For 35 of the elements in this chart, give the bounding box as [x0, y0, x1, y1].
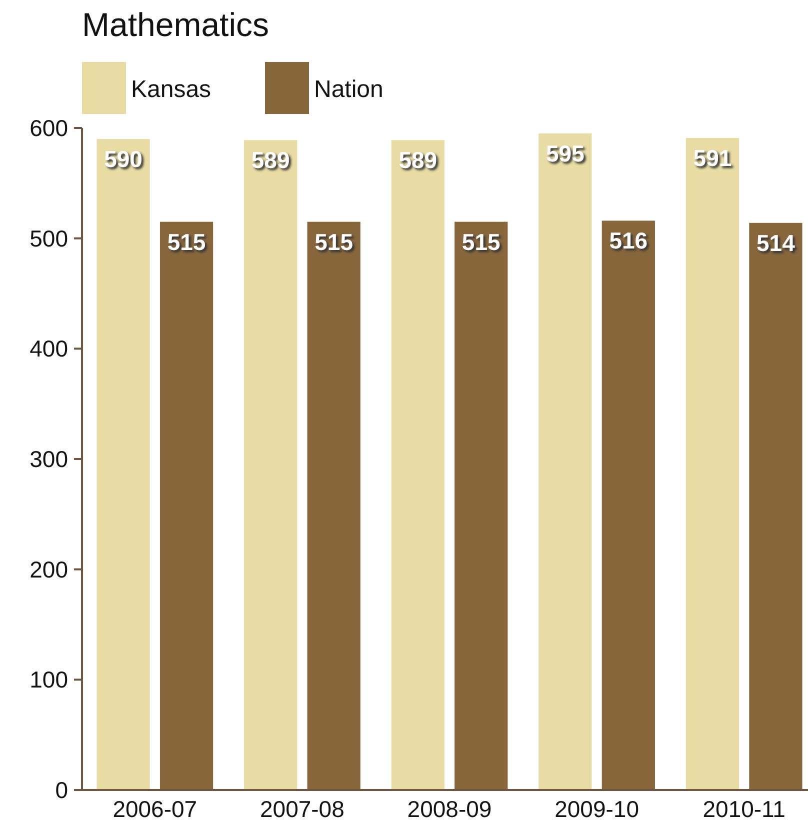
legend-label: Nation — [314, 76, 384, 103]
data-label: 595 — [546, 140, 585, 167]
y-tick-label: 200 — [30, 556, 68, 582]
data-label: 515 — [462, 228, 501, 255]
x-tick-label: 2010-11 — [702, 796, 786, 822]
data-label: 589 — [398, 147, 438, 174]
data-label: 515 — [314, 228, 354, 255]
bar — [686, 138, 740, 790]
y-tick-label: 600 — [30, 115, 68, 142]
x-tick-label: 2008-09 — [407, 796, 492, 822]
data-label: 589 — [251, 147, 290, 174]
bar — [391, 140, 444, 790]
bar — [538, 134, 592, 790]
data-label: 590 — [104, 146, 142, 172]
y-tick-label: 500 — [30, 225, 68, 252]
y-tick-label: 300 — [30, 446, 68, 472]
y-tick-label: 0 — [55, 777, 68, 804]
bar — [96, 139, 150, 790]
bar — [160, 222, 214, 790]
data-label: 591 — [693, 144, 732, 171]
legend-label: Kansas — [131, 76, 212, 103]
data-label: 514 — [756, 230, 796, 256]
y-tick-label: 100 — [30, 666, 68, 693]
x-tick-label: 2007-08 — [260, 796, 344, 822]
data-label: 515 — [167, 228, 206, 255]
bar — [307, 222, 360, 790]
data-label: 516 — [609, 228, 648, 254]
x-tick-label: 2006-07 — [112, 796, 198, 822]
bar — [602, 220, 655, 790]
y-tick-label: 400 — [30, 336, 68, 362]
bar — [244, 140, 298, 790]
chart-title: Mathematics — [82, 6, 270, 43]
x-tick-label: 2009-10 — [554, 796, 640, 822]
bar — [749, 222, 802, 790]
bar — [454, 222, 508, 790]
